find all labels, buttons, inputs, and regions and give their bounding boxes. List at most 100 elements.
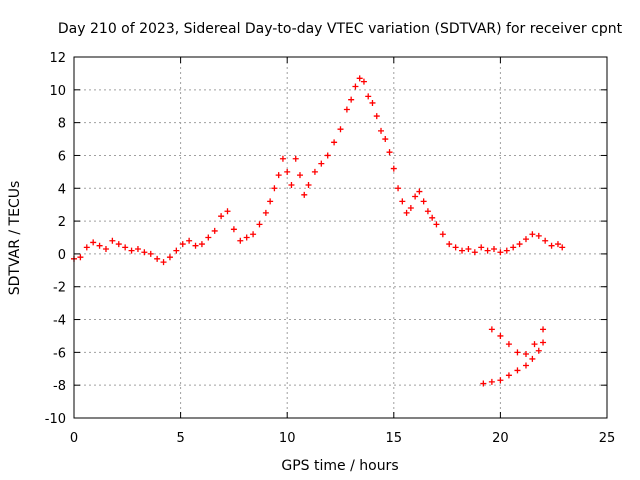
data-point [369, 99, 376, 106]
data-point [284, 168, 291, 175]
grid-layer [74, 57, 607, 418]
x-tick-label: 5 [176, 431, 184, 446]
data-point [83, 244, 90, 251]
series-secondary-lower [480, 339, 547, 387]
y-tick-label: -6 [53, 346, 66, 361]
data-point [540, 339, 547, 346]
data-point [343, 106, 350, 113]
data-point [535, 232, 542, 239]
data-point [554, 241, 561, 248]
y-axis-label: SDTVAR / TECUs [7, 181, 23, 296]
data-point [412, 193, 419, 200]
data-point [179, 241, 186, 248]
data-point [382, 136, 389, 143]
x-tick-label: 20 [492, 431, 509, 446]
data-point [535, 347, 542, 354]
data-point [348, 96, 355, 103]
data-point [205, 234, 212, 241]
data-point [301, 191, 308, 198]
data-point [292, 155, 299, 162]
data-point [452, 244, 459, 251]
data-point [488, 378, 495, 385]
data-point [128, 247, 135, 254]
data-point [102, 245, 109, 252]
data-point [522, 362, 529, 369]
data-point [147, 250, 154, 257]
data-point [471, 249, 478, 256]
plot-frame [73, 56, 608, 419]
data-point [337, 126, 344, 133]
data-point [256, 221, 263, 228]
y-tick-label: 12 [49, 51, 66, 66]
data-point [122, 244, 129, 251]
data-point [478, 244, 485, 251]
y-tick-label: -8 [53, 379, 66, 394]
data-point [459, 247, 466, 254]
data-point [271, 185, 278, 192]
data-point [218, 213, 225, 220]
data-point [378, 127, 385, 134]
chart-title: Day 210 of 2023, Sidereal Day-to-day VTE… [58, 21, 623, 37]
x-tick-label: 15 [386, 431, 403, 446]
data-point [365, 93, 372, 100]
data-point [224, 208, 231, 215]
data-point [424, 208, 431, 215]
data-point [439, 231, 446, 238]
data-point [267, 198, 274, 205]
data-point [324, 152, 331, 159]
data-point [529, 355, 536, 362]
data-point [416, 188, 423, 195]
data-point [275, 172, 282, 179]
data-point [420, 198, 427, 205]
x-tick-label: 10 [279, 431, 296, 446]
data-point [141, 249, 148, 256]
tick-layer: 0 5 10 15 20 25 -10 -8 -6 -4 -2 0 2 4 6 8 10 12 [45, 51, 616, 446]
data-point [262, 209, 269, 216]
y-tick-label: -10 [45, 412, 66, 427]
data-point [559, 244, 566, 251]
data-point [480, 380, 487, 387]
data-point [399, 198, 406, 205]
data-point [90, 239, 97, 246]
data-point [192, 242, 199, 249]
data-point [403, 209, 410, 216]
data-point [548, 242, 555, 249]
data-point [465, 245, 472, 252]
data-point [529, 231, 536, 238]
x-tick-label: 25 [599, 431, 616, 446]
data-point [531, 341, 538, 348]
data-point [390, 165, 397, 172]
x-tick-label: 0 [70, 431, 78, 446]
y-tick-label: 6 [58, 149, 66, 164]
series-secondary-upper [488, 326, 547, 358]
data-point [331, 139, 338, 146]
data-point [395, 185, 402, 192]
data-point [491, 245, 498, 252]
data-point [305, 181, 312, 188]
data-point [386, 149, 393, 156]
data-point [522, 351, 529, 358]
data-point [516, 241, 523, 248]
data-point [503, 247, 510, 254]
data-point [154, 255, 161, 262]
data-point [186, 237, 193, 244]
data-point [373, 113, 380, 120]
data-point [542, 237, 549, 244]
data-point [514, 349, 521, 356]
data-point [360, 78, 367, 85]
y-tick-label: 8 [58, 117, 66, 132]
data-point [173, 247, 180, 254]
data-point [356, 75, 363, 82]
data-point [446, 241, 453, 248]
data-point [352, 83, 359, 90]
data-layer [71, 75, 566, 387]
data-point [166, 254, 173, 261]
y-tick-label: 2 [58, 215, 66, 230]
data-point [134, 245, 141, 252]
data-point [288, 181, 295, 188]
x-axis-label: GPS time / hours [281, 458, 398, 474]
data-point [510, 244, 517, 251]
data-point [279, 155, 286, 162]
data-point [198, 241, 205, 248]
data-point [230, 226, 237, 233]
